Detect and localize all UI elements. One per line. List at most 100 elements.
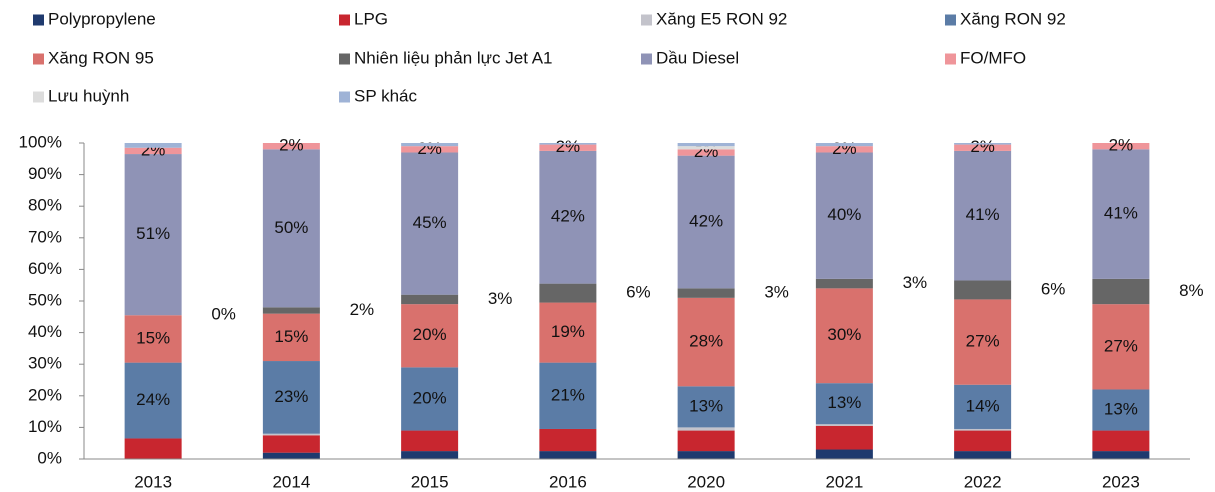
data-label: 40% <box>827 205 861 224</box>
x-tick-label: 2022 <box>964 472 1002 491</box>
bar-segment <box>815 143 873 147</box>
data-label: 0% <box>211 305 236 324</box>
legend-label: Polypropylene <box>48 9 156 28</box>
bar-segment <box>954 299 1012 385</box>
y-tick-label: 90% <box>28 164 62 183</box>
bar-segment <box>262 143 320 150</box>
bar-segment <box>401 367 459 431</box>
bar-segment <box>677 149 735 156</box>
y-tick-label: 70% <box>28 227 62 246</box>
bar-segment <box>401 294 459 305</box>
y-tick-label: 40% <box>28 322 62 341</box>
y-tick-label: 20% <box>28 385 62 404</box>
data-label: 13% <box>689 396 723 415</box>
legend-swatch <box>641 14 652 26</box>
bar-segment <box>954 428 1012 431</box>
bar-segment <box>539 143 597 145</box>
data-label: 15% <box>274 327 308 346</box>
bar-segment <box>262 361 320 434</box>
bar-segment <box>954 144 1012 151</box>
x-tick-label: 2014 <box>272 472 310 491</box>
bar-segment <box>401 152 459 295</box>
bar-segment <box>677 386 735 428</box>
bar-segment <box>954 384 1012 429</box>
bar-segment <box>677 288 735 298</box>
bar-segment <box>677 155 735 289</box>
legend-label: Xăng RON 92 <box>960 9 1066 28</box>
bar-segment <box>677 430 735 452</box>
bar-segment <box>677 427 735 431</box>
data-label: 2% <box>556 137 581 156</box>
bar-segment <box>1092 430 1150 452</box>
data-label: 13% <box>1104 400 1138 419</box>
y-tick-label: 60% <box>28 259 62 278</box>
bar-segment <box>815 449 873 459</box>
bar-segment <box>815 425 873 450</box>
bar-segment <box>262 433 320 436</box>
bar-segment <box>124 315 182 363</box>
data-label: 2% <box>417 139 442 158</box>
data-label: 30% <box>827 325 861 344</box>
bar-segment <box>124 143 182 148</box>
legend-swatch <box>33 14 44 26</box>
bar-segment <box>954 451 1012 459</box>
y-tick-label: 80% <box>28 196 62 215</box>
bar-segment <box>539 150 597 284</box>
legend-label: SP khác <box>354 86 418 105</box>
data-label: 6% <box>1041 279 1066 298</box>
bar-segment <box>1092 451 1150 459</box>
bar-segment <box>1092 278 1150 305</box>
x-tick-label: 2016 <box>549 472 587 491</box>
bar-segment <box>1092 149 1150 279</box>
data-label: 27% <box>966 332 1000 351</box>
legend-swatch <box>945 53 956 65</box>
bar-segment <box>539 144 597 151</box>
data-label: 8% <box>1179 281 1204 300</box>
bar-segment <box>815 424 873 426</box>
bar-segment <box>815 383 873 425</box>
data-label: 51% <box>136 224 170 243</box>
legend-swatch <box>945 14 956 26</box>
bar-segment <box>677 146 735 150</box>
data-label: 20% <box>413 388 447 407</box>
legend-label: Dầu Diesel <box>656 48 739 67</box>
bar-segment <box>124 362 182 439</box>
bar-segment <box>677 451 735 459</box>
legend-swatch <box>33 91 44 103</box>
bar-segment <box>124 147 182 155</box>
bar-segment <box>815 278 873 289</box>
bar-segment <box>815 288 873 384</box>
y-tick-label: 100% <box>19 132 62 151</box>
bar-segment <box>1092 143 1150 150</box>
data-label: 2% <box>350 300 375 319</box>
x-tick-label: 2015 <box>411 472 449 491</box>
bar-segment <box>124 154 182 316</box>
bar-segment <box>539 283 597 303</box>
data-label: 50% <box>274 218 308 237</box>
legend-label: Nhiên liệu phản lực Jet A1 <box>354 48 553 67</box>
bar-segment <box>262 149 320 308</box>
x-tick-label: 2013 <box>134 472 172 491</box>
legend-label: LPG <box>354 9 388 28</box>
bar-segment <box>954 430 1012 452</box>
bar-segment <box>815 152 873 279</box>
x-tick-label: 2021 <box>825 472 863 491</box>
bar-segment <box>539 302 597 363</box>
data-label: 27% <box>1104 336 1138 355</box>
legend-swatch <box>339 53 350 65</box>
bar-segment <box>539 428 597 452</box>
data-label: 3% <box>903 273 928 292</box>
x-tick-label: 2023 <box>1102 472 1140 491</box>
bar-segment <box>539 451 597 459</box>
data-label: 15% <box>136 328 170 347</box>
bar-segment <box>677 297 735 387</box>
legend-swatch <box>641 53 652 65</box>
data-label: 41% <box>966 205 1000 224</box>
bar-segment <box>954 143 1012 145</box>
data-label: 2% <box>279 136 304 155</box>
data-label: 42% <box>551 207 585 226</box>
y-tick-label: 30% <box>28 354 62 373</box>
data-label: 41% <box>1104 204 1138 223</box>
data-label: 3% <box>488 289 513 308</box>
bar-segment <box>262 435 320 453</box>
